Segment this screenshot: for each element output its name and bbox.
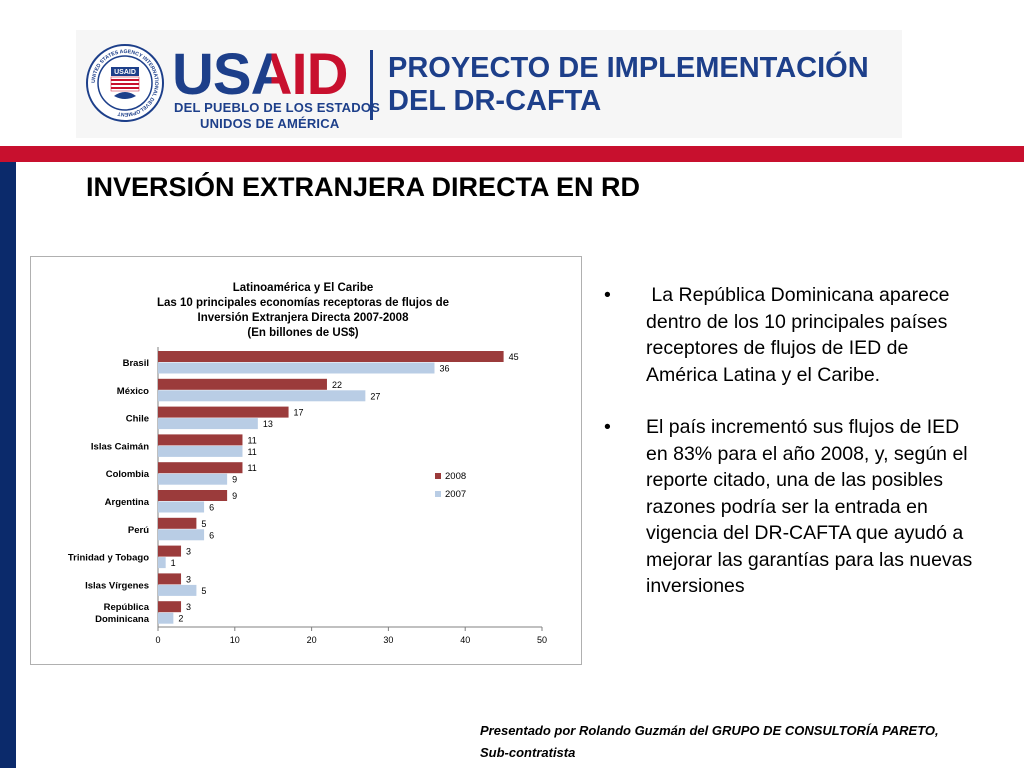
chart-title-line: Inversión Extranjera Directa 2007-2008 — [198, 312, 410, 324]
category-label: Brasil — [123, 358, 149, 369]
usaid-subtitle-line1: DEL PUEBLO DE LOS ESTADOS — [174, 100, 381, 115]
bar-2007 — [158, 473, 228, 485]
data-label: 6 — [209, 503, 214, 513]
legend-label: 2007 — [445, 489, 466, 500]
x-tick-label: 20 — [307, 635, 317, 645]
category-label: México — [117, 386, 149, 397]
category-label: Chile — [126, 414, 149, 425]
bar-2007 — [158, 529, 205, 541]
category-label: Argentina — [105, 497, 150, 508]
usaid-seal-icon: UNITED STATES AGENCY INTERNATIONAL DEVEL… — [86, 44, 164, 122]
data-label: 3 — [186, 574, 191, 584]
data-label: 17 — [294, 408, 304, 418]
bar-2008 — [158, 434, 243, 446]
x-tick-label: 0 — [155, 635, 160, 645]
bullet-text: La República Dominicana aparece dentro d… — [646, 284, 955, 386]
usaid-wordmark-text: USAID — [172, 42, 348, 107]
chart-title-line: Las 10 principales economías receptoras … — [157, 297, 449, 309]
chart-title-line: Latinoamérica y El Caribe — [233, 282, 374, 294]
legend-swatch — [435, 473, 441, 479]
legend-label: 2008 — [445, 471, 466, 482]
bullet-symbol: • — [604, 284, 611, 306]
bar-2008 — [158, 490, 228, 501]
chart-title-line: (En billones de US$) — [247, 327, 358, 339]
data-label: 27 — [370, 391, 380, 401]
data-label: 11 — [247, 447, 256, 457]
usaid-wordmark: USAID — [172, 46, 348, 104]
header-divider — [370, 50, 373, 120]
bar-2008 — [158, 462, 243, 474]
category-label: Trinidad y Tobago — [68, 553, 149, 564]
bullet-text: El país incrementó sus flujos de IED en … — [646, 416, 973, 597]
category-label: Dominicana — [95, 614, 150, 625]
data-label: 45 — [509, 352, 519, 362]
bar-2008 — [158, 378, 327, 390]
data-label: 9 — [232, 475, 237, 485]
chart-canvas: Latinoamérica y El Caribe Las 10 principa… — [68, 282, 547, 645]
x-tick-label: 10 — [230, 635, 240, 645]
bar-2007 — [158, 445, 243, 457]
bullet-list: • La República Dominicana aparece dentro… — [604, 282, 984, 626]
data-label: 11 — [247, 435, 256, 445]
left-accent-bar — [0, 162, 16, 768]
category-label: Islas Vírgenes — [85, 580, 149, 591]
bar-2008 — [158, 545, 182, 557]
project-title-line2: DEL DR-CAFTA — [388, 85, 602, 117]
data-label: 11 — [247, 463, 256, 473]
footer-credit: Presentado por Rolando Guzmán del GRUPO … — [480, 720, 939, 764]
fdi-bar-chart: Latinoamérica y El Caribe Las 10 principa… — [30, 256, 582, 665]
footer-line1: Presentado por Rolando Guzmán del GRUPO … — [480, 723, 939, 738]
data-label: 6 — [209, 530, 214, 540]
data-label: 2 — [178, 614, 183, 624]
slide-title: INVERSIÓN EXTRANJERA DIRECTA EN RD — [86, 172, 641, 202]
bar-2007 — [158, 612, 174, 624]
bar-2007 — [158, 584, 197, 596]
bar-2008 — [158, 406, 289, 418]
footer-line2: Sub-contratista — [480, 745, 576, 760]
x-tick-label: 50 — [537, 635, 547, 645]
seal-label: USAID — [114, 69, 136, 76]
data-label: 9 — [232, 491, 237, 501]
usaid-subtitle: DEL PUEBLO DE LOS ESTADOS UNIDOS DE AMÉR… — [174, 100, 380, 132]
data-label: 1 — [171, 558, 176, 568]
legend-swatch — [435, 491, 441, 497]
bullet-item: • El país incrementó sus flujos de IED e… — [604, 414, 984, 600]
x-tick-label: 30 — [383, 635, 393, 645]
bar-2007 — [158, 418, 258, 430]
data-label: 3 — [186, 602, 191, 612]
category-label: Perú — [128, 525, 149, 536]
data-label: 5 — [201, 519, 206, 529]
category-label: Colombia — [106, 469, 150, 480]
bar-2008 — [158, 601, 182, 613]
bullet-item: • La República Dominicana aparece dentro… — [604, 282, 984, 388]
data-label: 3 — [186, 547, 191, 557]
header-red-band — [0, 146, 1024, 162]
category-label: Islas Caimán — [91, 441, 149, 452]
data-label: 22 — [332, 380, 342, 390]
bar-2008 — [158, 351, 504, 362]
bar-2007 — [158, 501, 205, 513]
bar-2007 — [158, 362, 435, 374]
x-tick-label: 40 — [460, 635, 470, 645]
bar-2008 — [158, 573, 182, 585]
data-label: 13 — [263, 419, 273, 429]
bar-2007 — [158, 390, 366, 402]
bar-2007 — [158, 557, 166, 569]
project-title: PROYECTO DE IMPLEMENTACIÓN DEL DR-CAFTA — [388, 52, 869, 118]
header-banner — [76, 30, 902, 138]
data-label: 36 — [439, 364, 449, 374]
bullet-symbol: • — [604, 416, 611, 438]
usaid-subtitle-line2: UNIDOS DE AMÉRICA — [200, 116, 340, 131]
category-label: República — [104, 602, 150, 613]
project-title-line1: PROYECTO DE IMPLEMENTACIÓN — [388, 52, 869, 84]
bar-2008 — [158, 517, 197, 529]
data-label: 5 — [201, 586, 206, 596]
